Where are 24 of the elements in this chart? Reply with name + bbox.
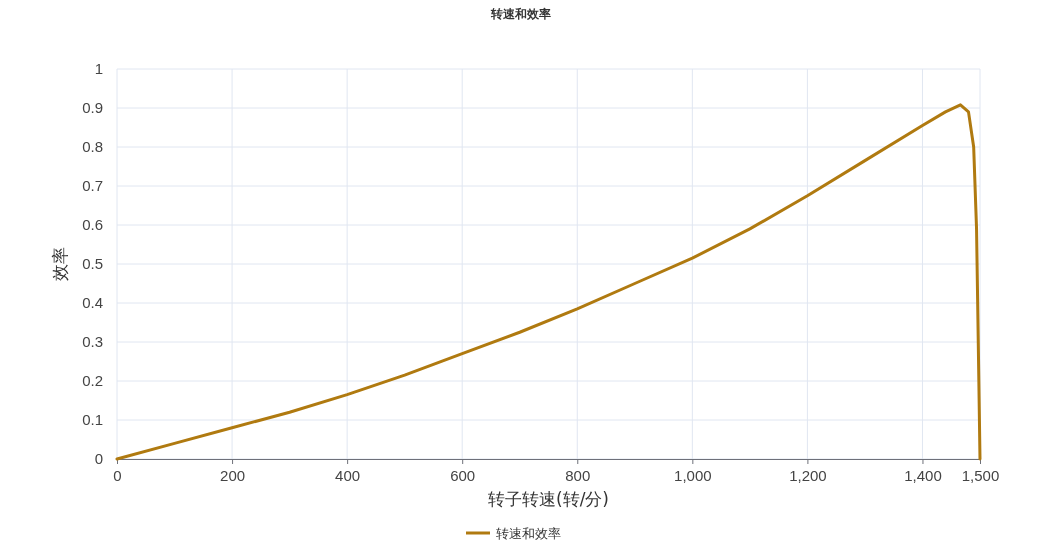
x-tick-label: 1,000 — [674, 466, 712, 484]
y-tick-label: 0.5 — [82, 255, 103, 273]
x-tick-label: 1,400 — [904, 466, 942, 484]
y-tick-label: 0 — [94, 450, 103, 468]
legend-label: 转速和效率 — [496, 526, 561, 541]
x-tick-label: 600 — [450, 466, 476, 484]
y-tick-label: 0.1 — [82, 411, 103, 429]
y-tick-label: 0.4 — [82, 294, 103, 312]
x-tick-label: 1,500 — [961, 466, 1000, 484]
y-tick-label: 0.8 — [82, 138, 103, 156]
x-tick-label: 0 — [113, 466, 122, 484]
y-axis-title: 效率 — [50, 247, 70, 281]
x-tick-label: 400 — [335, 466, 361, 484]
x-tick-label: 1,200 — [789, 466, 827, 484]
y-tick-label: 1 — [94, 60, 103, 78]
y-tick-label: 0.6 — [82, 216, 103, 234]
y-tick-label: 0.7 — [82, 177, 103, 195]
y-tick-label: 0.2 — [82, 372, 103, 390]
y-tick-label: 0.9 — [82, 99, 103, 117]
x-tick-label: 200 — [220, 466, 246, 484]
y-tick-label: 0.3 — [82, 333, 103, 351]
x-tick-label: 800 — [565, 466, 591, 484]
x-axis-title: 转子转速(转/分) — [488, 489, 609, 509]
chart-title: 转速和效率 — [490, 7, 551, 21]
